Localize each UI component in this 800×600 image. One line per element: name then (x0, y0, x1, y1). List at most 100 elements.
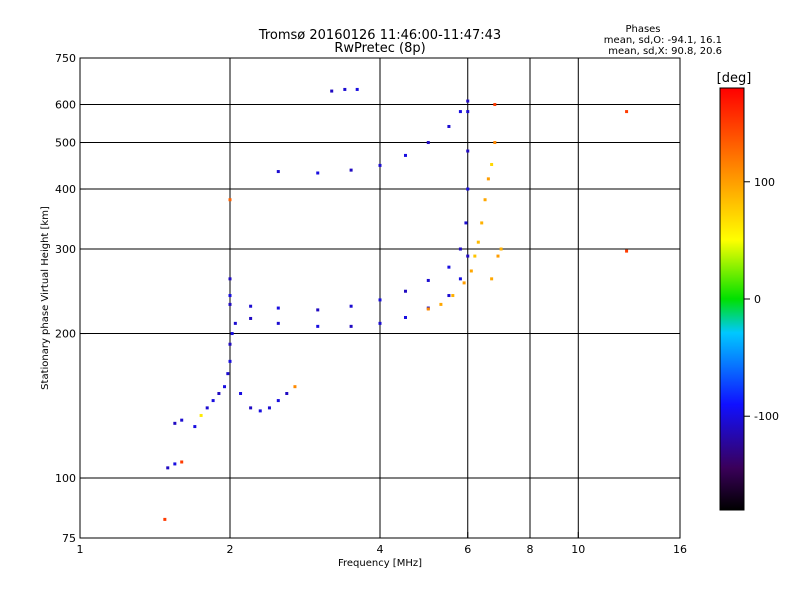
data-point (496, 254, 500, 258)
data-point (228, 302, 232, 306)
phase-stats-o: mean, sd,O: -94.1, 16.1 (604, 35, 722, 46)
x-axis-ticks: 1 2 4 6 8 10 16 (77, 532, 687, 556)
colorbar-ticks: 100 0 -100 (744, 176, 779, 423)
data-point (426, 278, 430, 282)
x-tick-label: 16 (673, 543, 687, 556)
data-point (233, 321, 237, 325)
data-point (163, 517, 167, 521)
data-point (462, 281, 466, 285)
data-point (458, 110, 462, 114)
data-point (349, 324, 353, 328)
data-point (490, 162, 494, 166)
data-point (447, 294, 451, 298)
data-point (180, 418, 184, 422)
data-point (490, 277, 494, 281)
data-point (285, 392, 289, 396)
colorbar-label: [deg] (717, 71, 752, 86)
data-point (378, 163, 382, 167)
y-tick-label: 500 (55, 137, 76, 150)
data-point (447, 265, 451, 269)
x-axis-label: Frequency [MHz] (338, 558, 422, 569)
grid-lines (80, 58, 680, 538)
data-point (211, 399, 215, 403)
data-point (349, 304, 353, 308)
data-point (403, 153, 407, 157)
data-point (239, 392, 243, 396)
colorbar-tick-label: 0 (754, 293, 761, 306)
data-point (458, 247, 462, 251)
data-point (499, 247, 503, 251)
data-point (228, 294, 232, 298)
data-point (403, 289, 407, 293)
data-point (447, 124, 451, 128)
data-point (249, 406, 253, 410)
y-tick-label: 600 (55, 99, 76, 112)
data-point (249, 316, 253, 320)
data-point (226, 372, 230, 376)
data-points (163, 87, 629, 521)
data-point (486, 177, 490, 181)
data-point (439, 302, 443, 306)
x-tick-label: 10 (571, 543, 585, 556)
data-point (230, 332, 234, 336)
data-point (293, 385, 297, 389)
data-point (355, 87, 359, 91)
data-point (173, 421, 177, 425)
data-point (228, 198, 232, 202)
data-point (276, 399, 280, 403)
y-tick-label: 200 (55, 328, 76, 341)
y-tick-label: 750 (55, 52, 76, 65)
data-point (625, 249, 629, 253)
y-tick-label: 75 (62, 532, 76, 545)
data-point (466, 99, 470, 103)
data-point (466, 149, 470, 153)
data-point (205, 406, 209, 410)
x-tick-label: 8 (527, 543, 534, 556)
x-tick-label: 4 (377, 543, 384, 556)
chart-subtitle: RwPretec (8p) (334, 41, 425, 56)
data-point (473, 254, 477, 258)
data-point (466, 187, 470, 191)
data-point (316, 308, 320, 312)
data-point (276, 306, 280, 310)
data-point (267, 406, 271, 410)
data-point (451, 294, 455, 298)
colorbar-tick-label: 100 (754, 176, 775, 189)
colorbar (719, 87, 745, 511)
data-point (258, 409, 262, 413)
x-tick-label: 6 (464, 543, 471, 556)
data-point (378, 321, 382, 325)
data-point (180, 460, 184, 464)
x-tick-label: 1 (77, 543, 84, 556)
data-point (330, 89, 334, 93)
data-point (403, 315, 407, 319)
data-point (228, 342, 232, 346)
phase-stats-x: mean, sd,X: 90.8, 20.6 (608, 46, 722, 57)
data-point (483, 198, 487, 202)
data-point (199, 413, 203, 417)
data-point (316, 171, 320, 175)
data-point (173, 462, 177, 466)
data-point (316, 324, 320, 328)
data-point (349, 168, 353, 172)
data-point (469, 269, 473, 273)
data-point (343, 87, 347, 91)
y-axis-label: Stationary phase Virtual Height [km] (40, 206, 51, 390)
data-point (217, 392, 221, 396)
colorbar-tick-label: -100 (754, 410, 779, 423)
x-tick-label: 2 (227, 543, 234, 556)
data-point (426, 141, 430, 145)
data-point (476, 240, 480, 244)
data-point (466, 110, 470, 114)
data-point (625, 110, 629, 114)
data-point (193, 425, 197, 429)
data-point (228, 277, 232, 281)
data-point (276, 170, 280, 174)
data-point (493, 103, 497, 107)
data-point (276, 321, 280, 325)
data-point (166, 466, 170, 470)
data-point (458, 277, 462, 281)
chart-title: Tromsø 20160126 11:46:00-11:47:43 (258, 28, 501, 43)
data-point (223, 385, 227, 389)
phase-stats-title: Phases (625, 24, 660, 35)
